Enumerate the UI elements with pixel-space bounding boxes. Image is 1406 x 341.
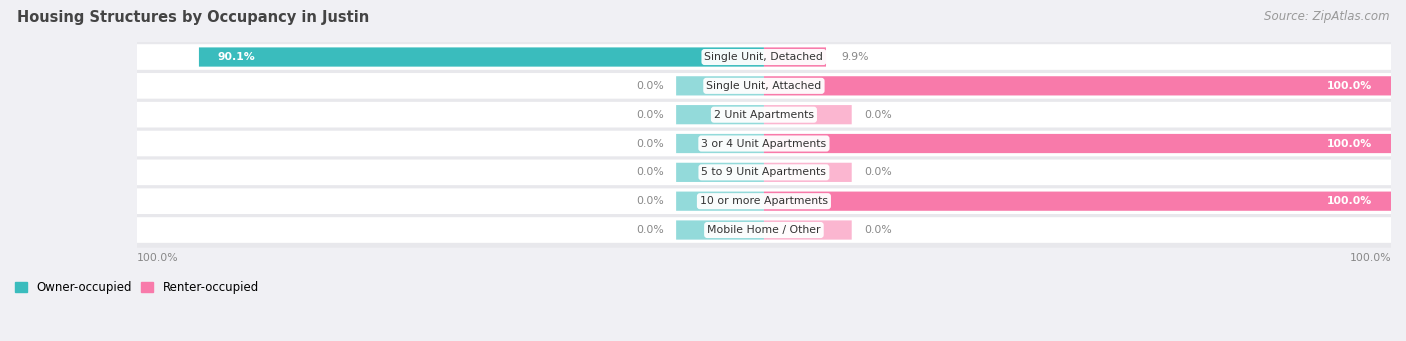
- Text: Source: ZipAtlas.com: Source: ZipAtlas.com: [1264, 10, 1389, 23]
- FancyBboxPatch shape: [676, 105, 763, 124]
- Text: 9.9%: 9.9%: [841, 52, 869, 62]
- FancyBboxPatch shape: [131, 97, 1396, 132]
- Text: 100.0%: 100.0%: [136, 253, 179, 263]
- FancyBboxPatch shape: [676, 163, 763, 182]
- Text: Mobile Home / Other: Mobile Home / Other: [707, 225, 821, 235]
- FancyBboxPatch shape: [131, 68, 1396, 103]
- Legend: Owner-occupied, Renter-occupied: Owner-occupied, Renter-occupied: [15, 281, 259, 294]
- FancyBboxPatch shape: [136, 217, 1392, 243]
- Text: 2 Unit Apartments: 2 Unit Apartments: [714, 110, 814, 120]
- Text: 0.0%: 0.0%: [865, 225, 891, 235]
- FancyBboxPatch shape: [131, 212, 1396, 248]
- Text: 0.0%: 0.0%: [865, 110, 891, 120]
- Text: Housing Structures by Occupancy in Justin: Housing Structures by Occupancy in Justi…: [17, 10, 370, 25]
- FancyBboxPatch shape: [136, 44, 1392, 70]
- Text: 0.0%: 0.0%: [636, 167, 664, 177]
- FancyBboxPatch shape: [136, 188, 1392, 214]
- FancyBboxPatch shape: [763, 105, 852, 124]
- Text: 0.0%: 0.0%: [636, 110, 664, 120]
- FancyBboxPatch shape: [136, 160, 1392, 185]
- FancyBboxPatch shape: [136, 131, 1392, 156]
- FancyBboxPatch shape: [131, 126, 1396, 161]
- Text: 0.0%: 0.0%: [636, 196, 664, 206]
- Text: 10 or more Apartments: 10 or more Apartments: [700, 196, 828, 206]
- FancyBboxPatch shape: [676, 134, 763, 153]
- FancyBboxPatch shape: [763, 220, 852, 240]
- Text: 0.0%: 0.0%: [636, 225, 664, 235]
- FancyBboxPatch shape: [763, 76, 1391, 95]
- FancyBboxPatch shape: [763, 47, 825, 66]
- FancyBboxPatch shape: [763, 134, 1391, 153]
- Text: 0.0%: 0.0%: [636, 138, 664, 149]
- FancyBboxPatch shape: [763, 192, 1391, 211]
- Text: 5 to 9 Unit Apartments: 5 to 9 Unit Apartments: [702, 167, 827, 177]
- Text: 100.0%: 100.0%: [1327, 138, 1372, 149]
- FancyBboxPatch shape: [136, 73, 1392, 99]
- FancyBboxPatch shape: [136, 102, 1392, 128]
- Text: 100.0%: 100.0%: [1327, 81, 1372, 91]
- Text: 3 or 4 Unit Apartments: 3 or 4 Unit Apartments: [702, 138, 827, 149]
- FancyBboxPatch shape: [131, 40, 1396, 75]
- Text: 100.0%: 100.0%: [1350, 253, 1391, 263]
- Text: Single Unit, Detached: Single Unit, Detached: [704, 52, 824, 62]
- Text: 100.0%: 100.0%: [1327, 196, 1372, 206]
- Text: 0.0%: 0.0%: [865, 167, 891, 177]
- FancyBboxPatch shape: [198, 47, 763, 66]
- FancyBboxPatch shape: [131, 155, 1396, 190]
- FancyBboxPatch shape: [676, 220, 763, 240]
- FancyBboxPatch shape: [676, 192, 763, 211]
- FancyBboxPatch shape: [763, 163, 852, 182]
- FancyBboxPatch shape: [131, 183, 1396, 219]
- FancyBboxPatch shape: [676, 76, 763, 95]
- Text: Single Unit, Attached: Single Unit, Attached: [706, 81, 821, 91]
- Text: 90.1%: 90.1%: [218, 52, 256, 62]
- Text: 0.0%: 0.0%: [636, 81, 664, 91]
